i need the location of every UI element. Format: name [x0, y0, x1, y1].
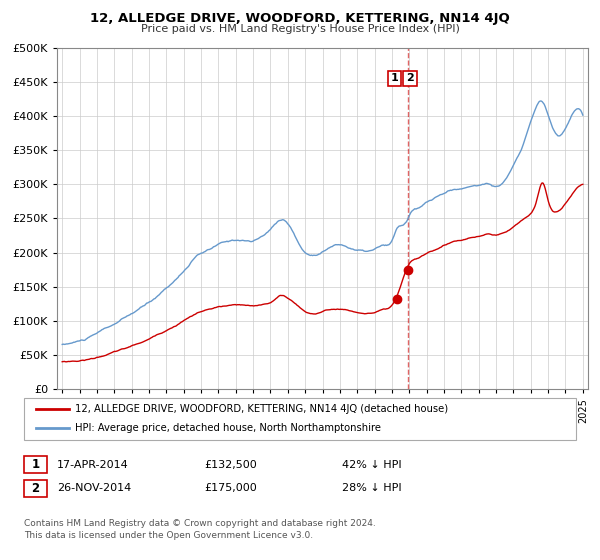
Text: 17-APR-2014: 17-APR-2014: [57, 460, 129, 470]
Text: 1: 1: [391, 73, 398, 83]
Text: 2: 2: [406, 73, 414, 83]
Text: £175,000: £175,000: [204, 483, 257, 493]
Text: 42% ↓ HPI: 42% ↓ HPI: [342, 460, 401, 470]
Text: 12, ALLEDGE DRIVE, WOODFORD, KETTERING, NN14 4JQ (detached house): 12, ALLEDGE DRIVE, WOODFORD, KETTERING, …: [75, 404, 448, 414]
Text: 28% ↓ HPI: 28% ↓ HPI: [342, 483, 401, 493]
Text: 1: 1: [31, 458, 40, 472]
Text: Price paid vs. HM Land Registry's House Price Index (HPI): Price paid vs. HM Land Registry's House …: [140, 24, 460, 34]
Text: 26-NOV-2014: 26-NOV-2014: [57, 483, 131, 493]
Text: £132,500: £132,500: [204, 460, 257, 470]
Text: 12, ALLEDGE DRIVE, WOODFORD, KETTERING, NN14 4JQ: 12, ALLEDGE DRIVE, WOODFORD, KETTERING, …: [90, 12, 510, 25]
Text: HPI: Average price, detached house, North Northamptonshire: HPI: Average price, detached house, Nort…: [75, 423, 381, 433]
Text: Contains HM Land Registry data © Crown copyright and database right 2024.
This d: Contains HM Land Registry data © Crown c…: [24, 519, 376, 540]
Text: 2: 2: [31, 482, 40, 495]
